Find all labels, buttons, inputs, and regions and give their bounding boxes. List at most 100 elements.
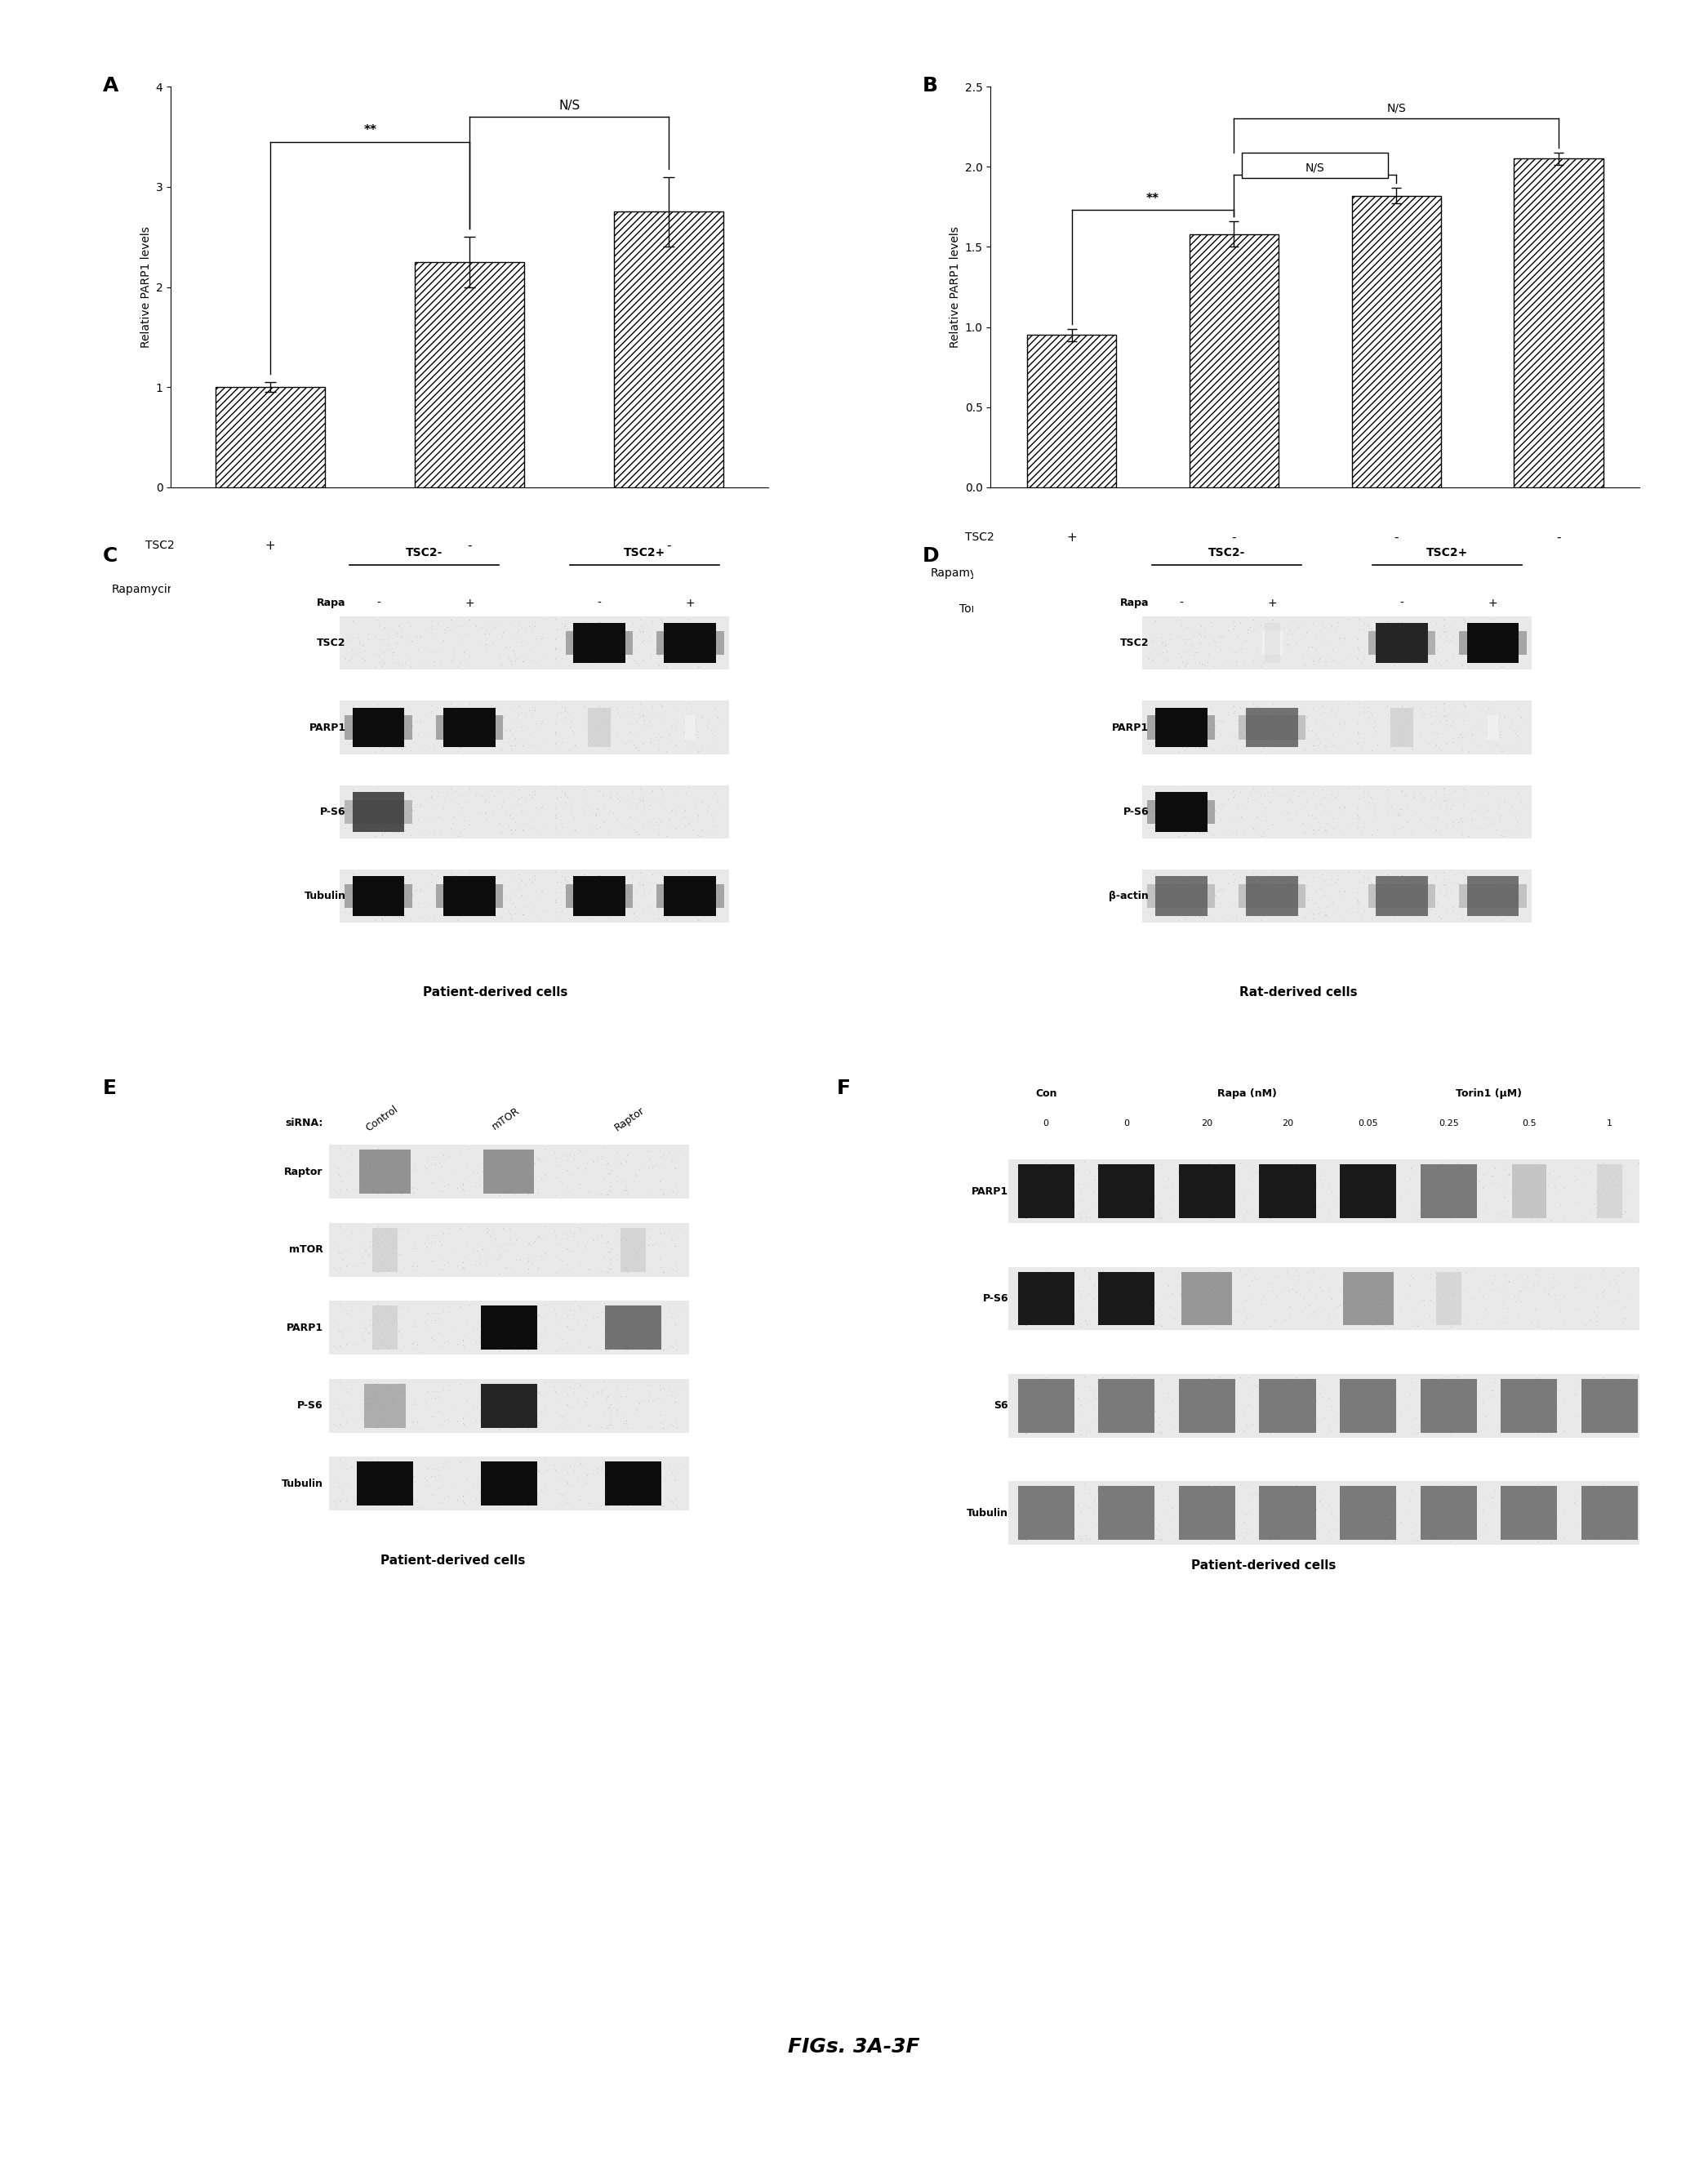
Point: [540, 1447, 567, 1482]
Point: [533, 856, 560, 890]
Point: [1430, 778, 1457, 812]
Point: [1284, 1365, 1312, 1399]
Point: [1467, 778, 1494, 812]
Point: [656, 1291, 683, 1326]
Point: [1278, 1380, 1305, 1414]
Point: [1394, 890, 1421, 925]
Point: [1583, 1518, 1611, 1553]
Point: [1426, 1388, 1454, 1423]
Point: [1455, 1410, 1483, 1445]
Point: [514, 1330, 541, 1365]
Point: [367, 1477, 395, 1512]
Point: [1583, 1297, 1611, 1332]
Point: [1319, 717, 1346, 752]
Point: [1274, 700, 1301, 734]
Point: [1506, 1471, 1534, 1505]
Point: [449, 1401, 477, 1436]
Point: [1609, 1518, 1636, 1553]
Point: [1156, 1289, 1184, 1323]
Point: [446, 786, 473, 821]
Point: [1373, 1291, 1401, 1326]
Point: [432, 869, 459, 903]
Point: [425, 1458, 453, 1492]
Point: [1418, 622, 1445, 656]
Point: [1373, 882, 1401, 916]
Point: [656, 1213, 683, 1248]
Point: [1119, 1466, 1146, 1501]
Point: [1440, 1367, 1467, 1401]
Point: [482, 1300, 509, 1334]
Point: [1103, 1369, 1131, 1404]
Point: [1276, 1503, 1303, 1538]
Point: [336, 708, 364, 743]
Point: [661, 1248, 688, 1282]
Point: [369, 795, 396, 830]
Point: [606, 615, 634, 650]
Point: [572, 702, 600, 736]
Point: [1148, 795, 1175, 830]
Point: [1387, 1505, 1414, 1540]
Point: [1401, 780, 1428, 814]
Point: [1423, 1263, 1450, 1297]
Point: [1170, 622, 1197, 656]
Point: [1402, 797, 1430, 832]
Point: [1320, 897, 1348, 931]
Point: [1233, 1391, 1261, 1425]
Point: [1477, 1271, 1505, 1306]
Point: [400, 1482, 427, 1516]
Point: [1035, 1276, 1062, 1310]
Point: [1358, 1154, 1385, 1189]
Point: [1312, 897, 1339, 931]
Point: [1394, 1388, 1421, 1423]
Point: [357, 1365, 384, 1399]
Point: [1399, 728, 1426, 762]
Point: [1407, 866, 1435, 901]
Point: [1484, 786, 1512, 821]
Point: [1418, 1518, 1445, 1553]
Point: [1209, 786, 1237, 821]
Point: [589, 693, 617, 728]
Point: [1167, 1278, 1194, 1313]
Point: [1156, 1395, 1184, 1430]
Point: [488, 732, 516, 767]
Point: [1501, 1284, 1529, 1319]
Point: [1609, 1412, 1636, 1447]
Point: [588, 1410, 615, 1445]
Point: [1066, 1304, 1093, 1339]
Point: [326, 1313, 354, 1347]
Point: [1250, 626, 1278, 661]
Point: [362, 1445, 389, 1479]
Point: [1438, 1408, 1465, 1443]
Point: [473, 1367, 500, 1401]
Point: [507, 695, 535, 730]
Point: [393, 795, 420, 830]
Point: [1126, 1406, 1153, 1440]
Point: [1305, 1269, 1332, 1304]
Point: [1261, 1518, 1288, 1553]
Point: [548, 895, 576, 929]
Point: [506, 689, 533, 723]
Point: [1134, 895, 1161, 929]
Point: [369, 888, 396, 923]
Point: [1419, 715, 1447, 749]
Point: [1481, 1365, 1508, 1399]
Point: [528, 1317, 555, 1352]
Point: [576, 1252, 603, 1287]
Point: [1349, 1200, 1377, 1235]
Point: [372, 1477, 400, 1512]
Point: [581, 1380, 608, 1414]
Point: [615, 875, 642, 910]
Point: [398, 793, 425, 827]
Point: [347, 624, 374, 658]
Point: [1457, 1362, 1484, 1397]
Point: [1148, 788, 1175, 823]
Point: [1587, 1471, 1614, 1505]
Bar: [1259, 1486, 1315, 1540]
Point: [1301, 801, 1329, 836]
Point: [1491, 728, 1518, 762]
Point: [1167, 1375, 1194, 1410]
Point: [702, 606, 729, 641]
Point: [1209, 871, 1237, 905]
Point: [348, 797, 376, 832]
Text: +: +: [1267, 598, 1278, 609]
